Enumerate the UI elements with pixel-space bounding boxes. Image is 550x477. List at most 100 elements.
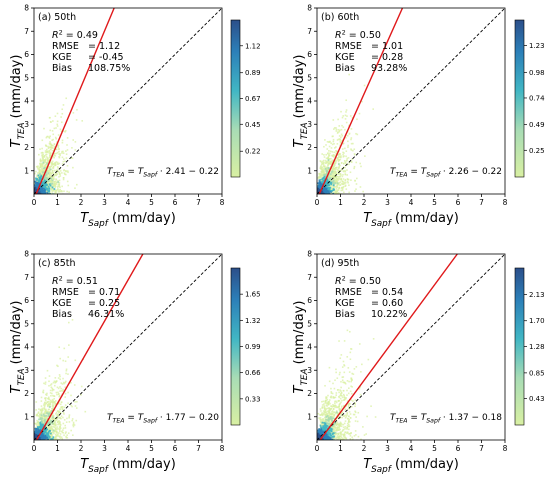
scatter-point bbox=[335, 428, 337, 431]
density-point bbox=[326, 184, 329, 186]
density-point bbox=[43, 167, 46, 169]
scatter-point bbox=[49, 161, 52, 163]
scatter-point bbox=[350, 392, 353, 395]
density-point bbox=[330, 181, 333, 184]
density-point bbox=[36, 186, 39, 188]
density-point bbox=[44, 187, 47, 190]
scatter-point bbox=[333, 185, 336, 188]
scatter-point bbox=[344, 437, 346, 439]
x-tick-label: 5 bbox=[149, 198, 154, 207]
scatter-point bbox=[336, 423, 338, 425]
scatter-point bbox=[339, 142, 342, 144]
scatter-point bbox=[41, 164, 44, 166]
scatter-point bbox=[333, 192, 335, 194]
scatter-point bbox=[338, 437, 341, 439]
scatter-point bbox=[354, 430, 357, 432]
scatter-point bbox=[335, 127, 337, 129]
density-point bbox=[49, 193, 51, 194]
density-point bbox=[50, 438, 52, 440]
scatter-point bbox=[49, 156, 52, 159]
scatter-point bbox=[344, 382, 347, 385]
scatter-point bbox=[336, 436, 338, 439]
scatter-point bbox=[43, 168, 46, 171]
y-axis-label: TTEA (mm/day) bbox=[9, 55, 27, 148]
scatter-point bbox=[51, 181, 53, 184]
scatter-point bbox=[340, 414, 342, 416]
x-tick-label: 6 bbox=[173, 198, 178, 207]
scatter-point bbox=[40, 410, 43, 413]
scatter-point bbox=[348, 163, 350, 166]
scatter-point bbox=[57, 435, 60, 437]
colorbar-tick-label: 0.22 bbox=[245, 148, 261, 156]
plot-area bbox=[34, 8, 222, 194]
scatter-point bbox=[333, 151, 336, 154]
scatter-point bbox=[323, 156, 326, 158]
scatter-point bbox=[332, 178, 335, 181]
scatter-point bbox=[48, 136, 50, 139]
scatter-point bbox=[338, 427, 340, 430]
scatter-point bbox=[52, 389, 55, 391]
scatter-point bbox=[44, 159, 47, 161]
scatter-point bbox=[336, 178, 339, 181]
scatter-point bbox=[341, 379, 344, 382]
scatter-point bbox=[48, 156, 51, 159]
density-point bbox=[329, 173, 332, 176]
scatter-point bbox=[332, 177, 335, 180]
scatter-point bbox=[51, 189, 53, 192]
scatter-point bbox=[54, 381, 57, 383]
scatter-point bbox=[61, 112, 64, 115]
scatter-point bbox=[342, 178, 345, 180]
density-point bbox=[39, 418, 42, 421]
scatter-point bbox=[348, 184, 350, 187]
density-point bbox=[325, 187, 328, 190]
scatter-point bbox=[58, 427, 61, 429]
scatter-point bbox=[51, 405, 54, 408]
scatter-point bbox=[51, 429, 53, 431]
x-tick-label: 7 bbox=[479, 198, 484, 207]
density-point bbox=[49, 432, 52, 435]
scatter-point bbox=[62, 390, 64, 392]
scatter-point bbox=[339, 397, 342, 400]
scatter-point bbox=[54, 192, 56, 194]
scatter-point bbox=[56, 414, 58, 417]
scatter-point bbox=[53, 154, 55, 157]
scatter-point bbox=[43, 127, 45, 130]
scatter-point bbox=[65, 372, 67, 375]
scatter-point bbox=[324, 173, 327, 175]
density-point bbox=[329, 177, 332, 180]
scatter-point bbox=[51, 436, 53, 438]
scatter-point bbox=[330, 192, 332, 194]
scatter-point bbox=[48, 427, 51, 430]
scatter-point bbox=[332, 176, 335, 179]
scatter-point bbox=[68, 191, 70, 193]
scatter-point bbox=[39, 148, 41, 150]
scatter-point bbox=[340, 156, 342, 159]
scatter-point bbox=[356, 118, 358, 121]
density-point bbox=[34, 190, 37, 193]
scatter-point bbox=[329, 163, 332, 165]
scatter-point bbox=[358, 112, 361, 115]
scatter-point bbox=[60, 382, 63, 384]
scatter-point bbox=[74, 141, 77, 143]
scatter-point bbox=[50, 148, 52, 150]
density-point bbox=[39, 417, 42, 420]
scatter-point bbox=[39, 415, 41, 417]
scatter-point bbox=[332, 413, 334, 415]
scatter-point bbox=[50, 416, 52, 419]
density-point bbox=[43, 436, 46, 438]
scatter-point bbox=[48, 117, 51, 119]
scatter-point bbox=[45, 393, 47, 396]
density-point bbox=[326, 179, 329, 182]
density-point bbox=[38, 437, 41, 439]
scatter-point bbox=[337, 129, 340, 131]
scatter-point bbox=[42, 391, 44, 393]
scatter-point bbox=[347, 140, 349, 143]
scatter-point bbox=[328, 154, 331, 157]
density-point bbox=[317, 187, 319, 189]
scatter-point bbox=[58, 185, 61, 188]
density-point bbox=[321, 188, 324, 191]
scatter-point bbox=[65, 421, 68, 423]
scatter-point bbox=[72, 166, 74, 169]
scatter-point bbox=[325, 162, 328, 164]
scatter-point bbox=[40, 170, 43, 172]
